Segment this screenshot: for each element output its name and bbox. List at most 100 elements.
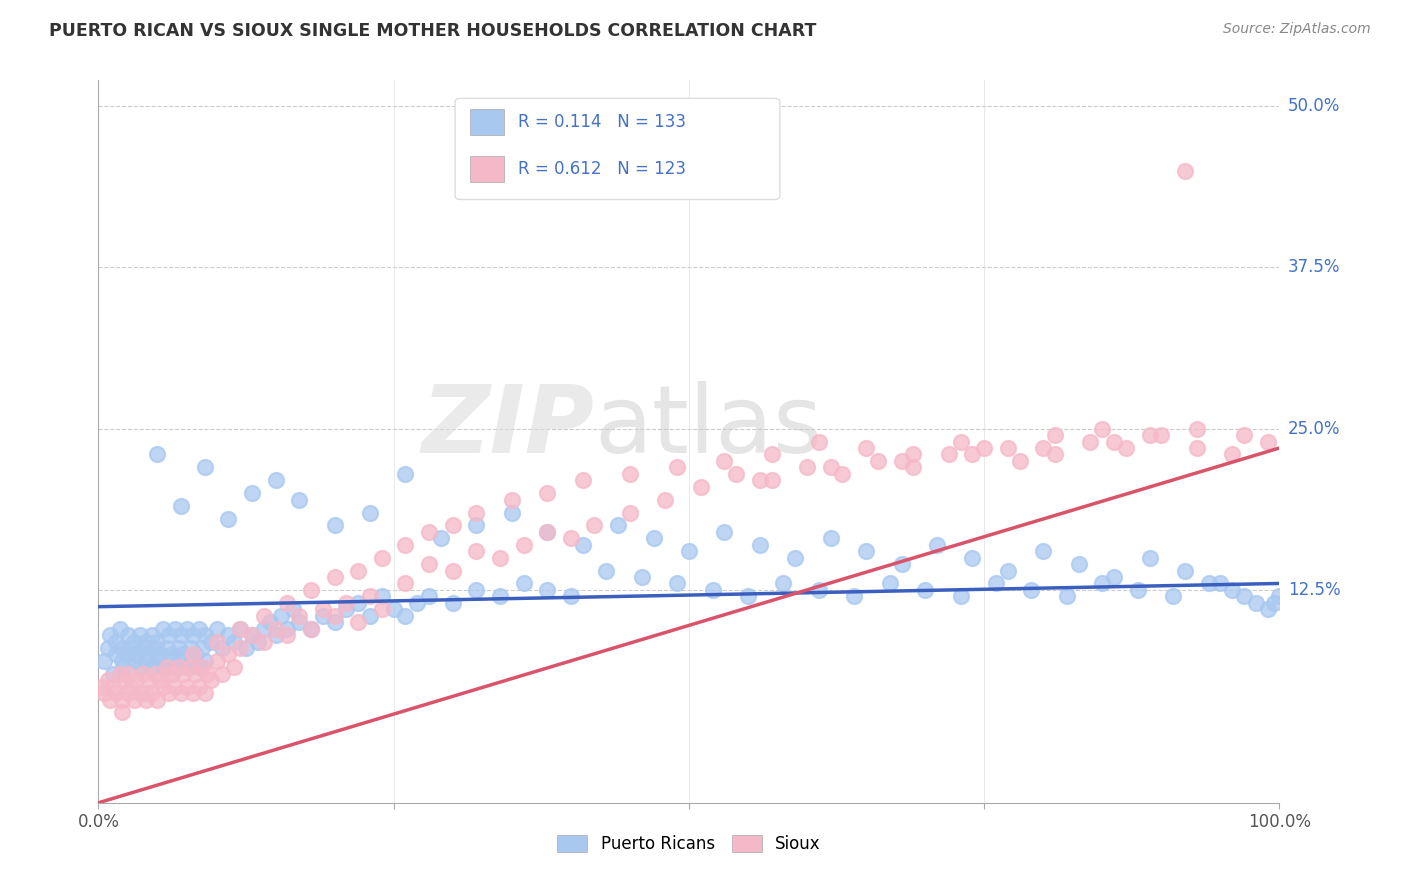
Point [820,531,842,545]
Text: R = 0.114   N = 133: R = 0.114 N = 133 [517,112,686,131]
Point [406,596,429,610]
Point [146,447,169,461]
Point [394,467,416,481]
Point [713,524,735,539]
Point [146,634,169,648]
Point [748,538,770,552]
Point [121,680,143,694]
Point [195,666,218,681]
Point [205,654,228,668]
Point [91,680,114,694]
Bar [471,156,503,182]
Point [229,640,252,655]
Point [229,622,252,636]
Point [108,622,131,636]
Point [125,648,148,662]
Point [973,441,995,455]
Point [157,686,180,700]
Point [180,640,202,655]
Point [761,447,783,461]
Point [1220,447,1243,461]
Point [97,673,120,688]
Point [112,673,135,688]
Point [903,460,925,475]
Point [654,492,676,507]
Point [170,686,193,700]
Point [382,602,405,616]
Point [187,680,209,694]
Point [1257,602,1279,616]
Point [194,654,217,668]
Point [371,550,394,565]
Point [276,596,298,610]
Point [1139,428,1161,442]
Point [160,666,183,681]
Point [146,654,169,668]
Point [1080,434,1102,449]
Point [1032,544,1054,558]
Point [347,596,370,610]
Point [211,666,233,681]
Point [890,557,912,571]
Point [200,673,222,688]
Point [299,582,322,597]
Point [180,660,202,674]
Text: 12.5%: 12.5% [1288,581,1340,599]
Point [170,654,193,668]
Point [299,622,322,636]
Point [465,582,488,597]
Point [394,608,416,623]
Point [141,686,163,700]
Point [371,602,394,616]
Point [323,615,346,630]
Point [1268,590,1291,604]
Point [807,582,830,597]
Point [323,570,346,584]
Point [879,576,901,591]
Point [160,648,183,662]
Point [105,648,128,662]
Point [93,686,115,700]
Point [1161,590,1184,604]
Point [890,454,912,468]
Point [264,628,287,642]
Point [288,615,311,630]
Point [1139,550,1161,565]
Point [128,660,150,674]
Point [571,473,593,487]
Point [136,673,159,688]
Point [253,622,276,636]
Point [170,499,193,513]
Point [181,654,204,668]
Point [111,654,134,668]
Point [785,550,807,565]
Point [737,590,759,604]
Point [259,615,281,630]
Point [441,596,464,610]
Point [176,622,198,636]
Point [1126,582,1149,597]
Point [187,622,209,636]
Point [347,615,370,630]
Point [264,622,287,636]
Point [1257,434,1279,449]
Point [1056,590,1078,604]
Point [347,564,370,578]
Point [501,506,523,520]
Point [1043,428,1066,442]
Point [394,538,416,552]
Point [312,602,335,616]
Point [323,608,346,623]
Point [984,576,1007,591]
Point [194,686,217,700]
Point [619,506,641,520]
Point [156,660,179,674]
Point [264,473,287,487]
Point [149,648,172,662]
Point [288,608,311,623]
Point [181,628,204,642]
Point [536,524,558,539]
Point [1174,163,1197,178]
Point [117,648,139,662]
Point [132,640,155,655]
